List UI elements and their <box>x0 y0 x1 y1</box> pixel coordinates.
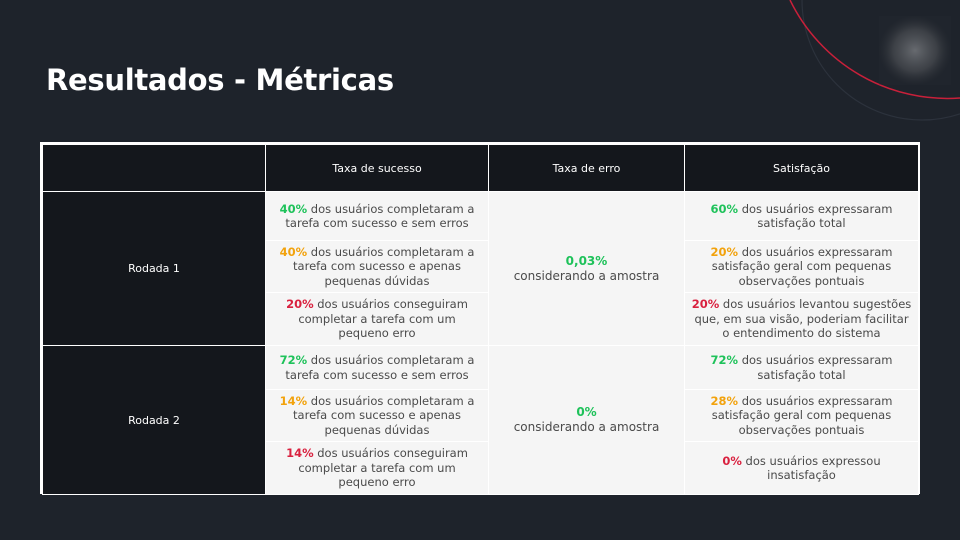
success-description: dos usuários completaram a tarefa com su… <box>285 353 475 382</box>
satisfaction-description: dos usuários expressaram satisfação gera… <box>711 244 893 288</box>
satisfaction-percentage: 28% <box>710 393 739 408</box>
satisfaction-description: dos usuários levantou sugestões que, em … <box>694 297 912 341</box>
success-percentage: 20% <box>286 297 314 312</box>
success-cell: 72% dos usuários completaram a tarefa co… <box>265 345 489 390</box>
page-title: Resultados - Métricas <box>46 63 394 97</box>
success-description: dos usuários completaram a tarefa com su… <box>293 244 475 288</box>
decorative-arc-gray <box>801 0 960 121</box>
header-success-rate: Taxa de sucesso <box>265 144 489 192</box>
satisfaction-percentage: 20% <box>710 244 739 259</box>
success-description: dos usuários conseguiram completar a tar… <box>298 297 468 341</box>
table-header-row: Taxa de sucesso Taxa de erro Satisfação <box>42 144 919 192</box>
success-description: dos usuários completaram a tarefa com su… <box>285 201 475 231</box>
success-cell: 40% dos usuários completaram a tarefa co… <box>265 191 489 241</box>
error-rate-value: 0,03% <box>565 253 608 268</box>
satisfaction-cell: 72% dos usuários expressaram satisfação … <box>684 345 919 390</box>
satisfaction-cell: 60% dos usuários expressaram satisfação … <box>684 191 919 241</box>
decorative-arc-red <box>789 0 960 100</box>
satisfaction-percentage: 0% <box>722 453 742 468</box>
error-rate-value: 0% <box>576 405 597 419</box>
error-rate-cell: 0% considerando a amostra <box>488 345 685 495</box>
satisfaction-percentage: 72% <box>710 353 739 367</box>
success-percentage: 14% <box>279 393 308 408</box>
satisfaction-percentage: 60% <box>710 201 739 216</box>
table-row: 14% dos usuários completaram a tarefa co… <box>43 389 919 442</box>
satisfaction-description: dos usuários expressaram satisfação tota… <box>738 201 893 231</box>
table-row: Rodada 2 72% dos usuários completaram a … <box>42 345 919 495</box>
error-rate-cell: 0,03% considerando a amostra <box>488 191 685 346</box>
satisfaction-cell: 20% dos usuários expressaram satisfação … <box>684 240 919 293</box>
success-percentage: 40% <box>279 201 308 216</box>
table-row: Rodada 1 40% dos usuários completaram a … <box>42 191 919 346</box>
table-row: 20% dos usuários conseguiram completar a… <box>43 292 919 346</box>
satisfaction-cell: 0% dos usuários expressou insatisfação <box>684 441 919 495</box>
table-row: 40% dos usuários completaram a tarefa co… <box>43 240 919 293</box>
header-empty-cell <box>42 144 266 192</box>
round-label: Rodada 2 <box>42 345 266 495</box>
success-percentage: 14% <box>286 446 314 461</box>
results-table: Taxa de sucesso Taxa de erro Satisfação … <box>42 144 919 495</box>
success-description: dos usuários completaram a tarefa com su… <box>293 393 475 437</box>
results-table-container: Taxa de sucesso Taxa de erro Satisfação … <box>40 142 920 495</box>
error-rate-note: considerando a amostra <box>513 268 660 283</box>
satisfaction-cell: 20% dos usuários levantou sugestões que,… <box>684 292 919 346</box>
error-rate-note: considerando a amostra <box>513 420 660 434</box>
header-error-rate: Taxa de erro <box>488 144 685 192</box>
satisfaction-description: dos usuários expressou insatisfação <box>741 453 881 483</box>
satisfaction-percentage: 20% <box>691 297 720 312</box>
success-description: dos usuários conseguiram completar a tar… <box>298 446 468 490</box>
satisfaction-description: dos usuários expressaram satisfação gera… <box>711 393 893 437</box>
decorative-glow-square <box>879 16 951 85</box>
satisfaction-description: dos usuários expressaram satisfação tota… <box>738 353 893 382</box>
success-cell: 40% dos usuários completaram a tarefa co… <box>265 240 489 293</box>
success-percentage: 40% <box>279 244 308 259</box>
header-satisfaction: Satisfação <box>684 144 919 192</box>
satisfaction-cell: 28% dos usuários expressaram satisfação … <box>684 389 919 442</box>
success-percentage: 72% <box>279 353 308 367</box>
table-row: 14% dos usuários conseguiram completar a… <box>43 441 919 495</box>
success-cell: 20% dos usuários conseguiram completar a… <box>265 292 489 346</box>
success-cell: 14% dos usuários completaram a tarefa co… <box>265 389 489 442</box>
success-cell: 14% dos usuários conseguiram completar a… <box>265 441 489 495</box>
round-label: Rodada 1 <box>42 191 266 346</box>
